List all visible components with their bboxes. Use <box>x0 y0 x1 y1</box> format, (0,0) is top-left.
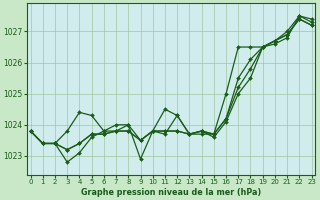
X-axis label: Graphe pression niveau de la mer (hPa): Graphe pression niveau de la mer (hPa) <box>81 188 261 197</box>
